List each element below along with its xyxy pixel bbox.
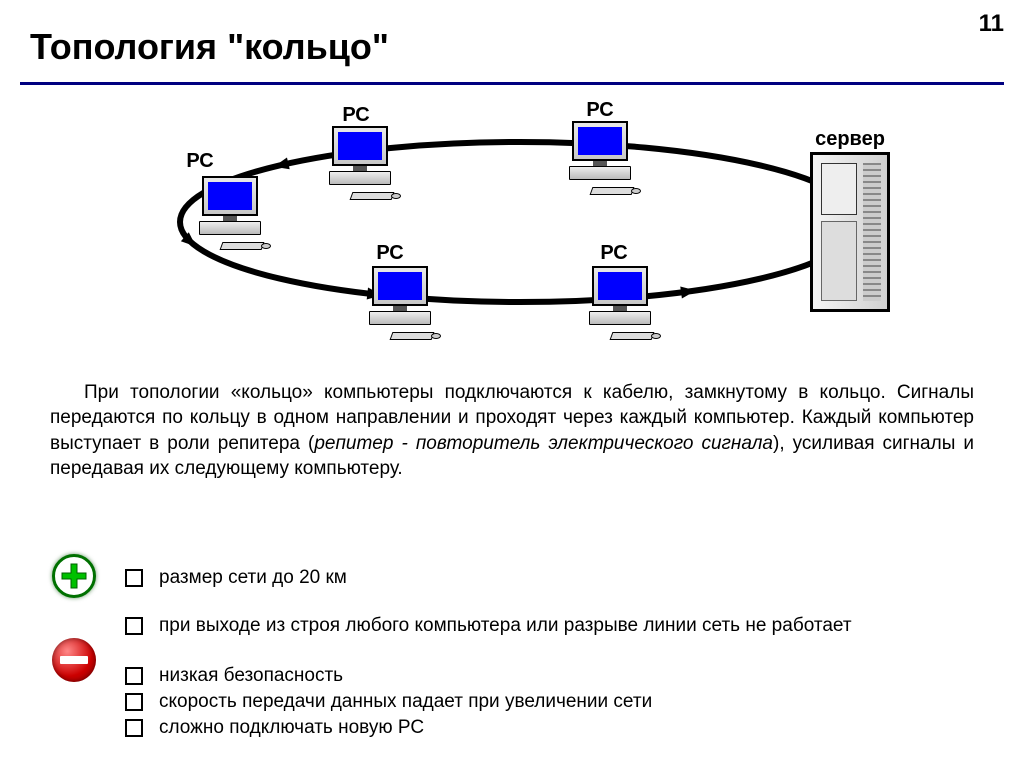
bullet-checkbox: [125, 667, 143, 685]
server-label: сервер: [815, 128, 885, 151]
page-number: 11: [979, 10, 1004, 38]
pc-label: РС: [186, 150, 213, 173]
para-italic: репитер - повторитель электрического сиг…: [314, 433, 773, 454]
con-item: сложно подключать новую РС: [125, 716, 984, 741]
pc-label: РС: [376, 242, 403, 265]
pc-label: РС: [600, 242, 627, 265]
con-text: при выходе из строя любого компьютера ил…: [159, 614, 852, 639]
pc-node: [585, 266, 655, 338]
con-text: скорость передачи данных падает при увел…: [159, 690, 652, 715]
description-paragraph: При топологии «кольцо» компьютеры подклю…: [50, 380, 974, 482]
server-node: [810, 152, 890, 312]
pc-node: [565, 121, 635, 193]
pro-text: размер сети до 20 км: [159, 566, 347, 591]
con-text: сложно подключать новую РС: [159, 716, 424, 741]
page-title: Топология "кольцо": [30, 26, 389, 68]
pc-node: [365, 266, 435, 338]
minus-icon: [52, 638, 96, 682]
pc-label: РС: [586, 99, 613, 122]
pro-item: размер сети до 20 км: [125, 566, 984, 591]
ring-topology-diagram: РС РС РС РС РС сервер: [0, 92, 1024, 362]
con-item: при выходе из строя любого компьютера ил…: [125, 614, 984, 639]
title-rule: [20, 82, 1004, 85]
pc-node: [195, 176, 265, 248]
bullet-checkbox: [125, 617, 143, 635]
pc-label: РС: [342, 104, 369, 127]
con-text: низкая безопасность: [159, 664, 343, 689]
bullet-checkbox: [125, 569, 143, 587]
plus-icon: [52, 554, 96, 598]
con-item: скорость передачи данных падает при увел…: [125, 690, 984, 715]
bullet-checkbox: [125, 719, 143, 737]
pc-node: [325, 126, 395, 198]
bullet-checkbox: [125, 693, 143, 711]
con-item: низкая безопасность: [125, 664, 984, 689]
minus-bar: [60, 656, 88, 664]
